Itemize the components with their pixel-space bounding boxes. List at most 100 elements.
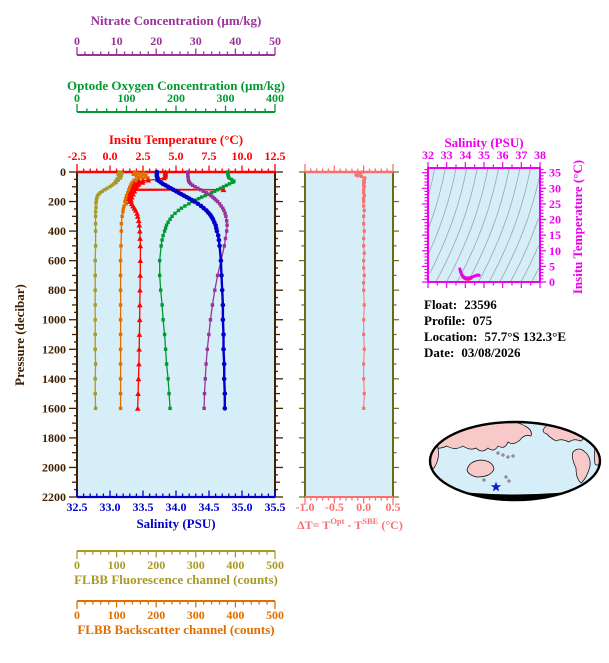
marker	[362, 347, 366, 351]
tick-label: 1200	[42, 342, 66, 356]
marker	[127, 188, 131, 192]
marker	[219, 287, 225, 293]
marker	[93, 391, 97, 396]
tick-label: 15	[549, 228, 561, 242]
marker	[121, 207, 126, 211]
marker	[137, 235, 143, 241]
marker	[215, 199, 220, 204]
contour-line	[509, 218, 539, 283]
marker	[227, 182, 232, 186]
island-shape	[507, 479, 511, 483]
tick-label: 1800	[42, 431, 66, 445]
marker	[179, 206, 184, 210]
tick-label: 20	[549, 213, 561, 227]
marker	[206, 192, 211, 196]
tick-label: 38	[534, 148, 546, 162]
float-info: Float: 23596 Profile: 075 Location: 57.7°S …	[424, 297, 566, 361]
marker	[161, 233, 165, 238]
marker	[93, 318, 97, 322]
marker	[198, 188, 203, 192]
marker	[176, 208, 181, 213]
marker	[93, 229, 98, 233]
marker	[159, 244, 163, 248]
tick-label: 0	[74, 608, 80, 622]
tick-label: 33.5	[133, 500, 154, 514]
tick-label: 50	[269, 34, 281, 48]
marker	[362, 244, 366, 248]
marker	[123, 199, 127, 204]
tick-label: 1400	[42, 372, 66, 386]
marker	[362, 222, 366, 226]
marker	[118, 406, 123, 411]
marker	[136, 361, 142, 367]
tick-label: 30	[190, 34, 202, 48]
tick-label: -2.5	[68, 149, 87, 163]
marker	[160, 303, 164, 307]
marker	[116, 178, 120, 182]
marker	[118, 303, 123, 307]
marker	[362, 199, 366, 204]
pressure-axis-title: Pressure (decibar)	[12, 284, 27, 386]
land-shape	[572, 448, 591, 484]
tick-label: 200	[147, 608, 165, 622]
marker	[214, 228, 220, 234]
marker	[136, 346, 142, 352]
marker	[93, 332, 97, 337]
marker	[170, 214, 174, 219]
marker	[163, 226, 168, 230]
marker	[359, 174, 363, 179]
marker	[220, 186, 227, 193]
tick-label: 33.0	[100, 500, 121, 514]
marker	[134, 175, 139, 179]
nitrate-axis-title: Nitrate Concentration (µm/kg)	[90, 13, 262, 28]
marker	[195, 201, 201, 207]
marker	[362, 185, 366, 189]
marker	[216, 237, 222, 243]
ts-salinity-axis-title: Salinity (PSU)	[444, 135, 524, 150]
marker	[135, 390, 141, 396]
tick-label: 100	[108, 558, 126, 572]
tick-label: 37	[515, 148, 527, 162]
marker	[166, 377, 170, 381]
contour-line	[478, 167, 521, 283]
tick-label: -1.0	[296, 500, 315, 514]
delta-plot-area	[305, 172, 393, 497]
marker	[224, 229, 229, 233]
backscatter-axis-title: FLBB Backscatter channel (counts)	[77, 622, 275, 637]
tick-label: 7.5	[202, 149, 217, 163]
marker	[136, 177, 141, 181]
marker	[137, 243, 144, 249]
marker	[221, 332, 226, 337]
marker	[362, 236, 366, 241]
contour-line	[456, 167, 499, 283]
delta-title-sup-opt: Opt	[330, 516, 345, 526]
tick-label: 500	[266, 558, 284, 572]
marker	[229, 177, 234, 182]
marker	[362, 191, 366, 195]
tick-label: 200	[167, 91, 185, 105]
marker	[136, 222, 143, 228]
island-shape	[501, 453, 505, 457]
marker	[137, 257, 144, 264]
contour-line	[488, 167, 531, 283]
marker	[146, 176, 150, 180]
tick-label: 5	[549, 259, 555, 273]
tick-label: 12.5	[265, 149, 286, 163]
tick-label: 0	[74, 91, 80, 105]
oxygen-axis-title: Optode Oxygen Concentration (µm/kg)	[66, 78, 285, 93]
marker	[218, 186, 223, 190]
tick-label: 35.0	[232, 500, 253, 514]
contour-line	[499, 177, 540, 283]
marker	[116, 172, 120, 177]
marker	[190, 183, 195, 187]
map-outline	[428, 420, 602, 502]
contour-line	[428, 167, 436, 196]
marker	[362, 188, 366, 192]
marker	[173, 211, 177, 216]
tick-label: 34.5	[199, 500, 220, 514]
salinity-axis-title: Salinity (PSU)	[136, 516, 216, 531]
marker	[136, 316, 143, 323]
tick-label: 1600	[42, 401, 66, 415]
marker	[188, 182, 193, 186]
